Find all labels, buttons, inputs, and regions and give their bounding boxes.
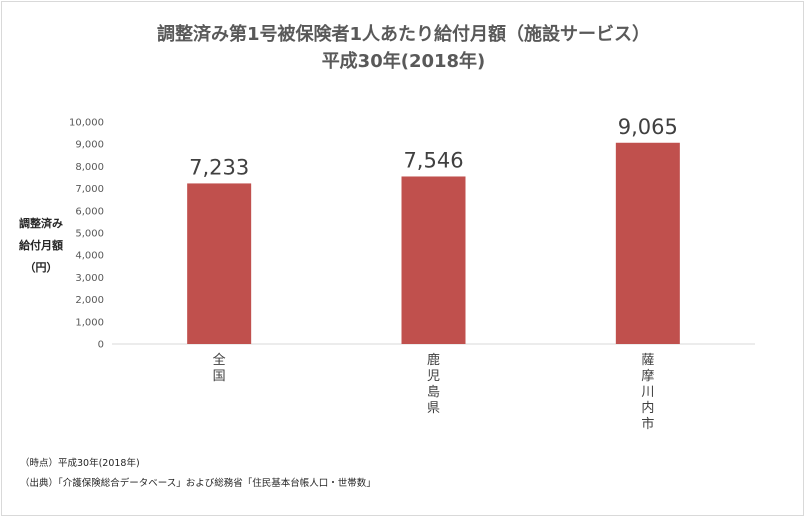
data-label: 7,233 [189, 155, 249, 179]
data-label: 9,065 [618, 115, 678, 139]
bar [615, 142, 680, 344]
y-tick-label: 7,000 [75, 184, 104, 195]
y-tick-label: 1,000 [75, 317, 104, 328]
y-axis-label: 調整済み 給付月額 （円） [10, 213, 72, 279]
y-tick-label: 5,000 [75, 229, 104, 240]
bar [401, 176, 466, 344]
y-tick-label: 3,000 [75, 273, 104, 284]
x-tick-label: 全国 [213, 352, 226, 384]
chart-title: 調整済み第1号被保険者1人あたり給付月額（施設サービス） [156, 24, 651, 45]
y-tick-label: 9,000 [75, 140, 104, 151]
footnote-source: （出典）「介護保険総合データベース」および総務省「住民基本台帳人口・世帯数」 [20, 478, 376, 489]
chart-subtitle: 平成30年(2018年) [321, 51, 486, 72]
x-tick-label: 鹿児島県 [427, 352, 440, 416]
y-tick-label: 0 [98, 340, 104, 351]
data-label: 7,546 [403, 148, 463, 172]
y-axis-label-line: 調整済み [19, 217, 63, 230]
x-tick-label: 薩摩川内市 [641, 353, 654, 432]
y-tick-label: 4,000 [75, 251, 104, 262]
bar [187, 183, 252, 344]
y-tick-label: 8,000 [75, 162, 104, 173]
y-tick-label: 2,000 [75, 295, 104, 306]
y-tick-label: 10,000 [69, 118, 104, 129]
footnote-time: （時点）平成30年(2018年) [20, 458, 140, 469]
y-tick-label: 6,000 [75, 206, 104, 217]
y-axis-label-line: 給付月額 [19, 239, 63, 252]
y-axis-label-line: （円） [24, 261, 58, 274]
